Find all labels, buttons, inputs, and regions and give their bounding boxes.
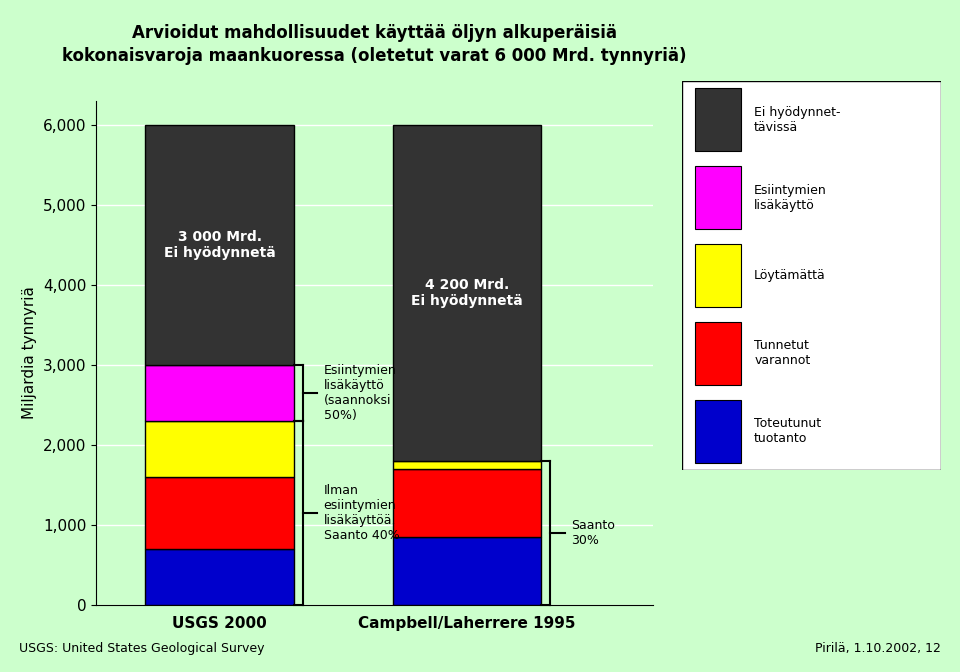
Bar	[146, 477, 294, 549]
Text: Saanto
30%: Saanto 30%	[571, 519, 615, 547]
Bar	[146, 125, 294, 365]
Text: Esiintymien
lisäkäyttö: Esiintymien lisäkäyttö	[755, 183, 827, 212]
Bar	[146, 549, 294, 605]
Text: Löytämättä: Löytämättä	[755, 269, 826, 282]
Text: Arvioidut mahdollisuudet käyttää öljyn alkuperäisiä: Arvioidut mahdollisuudet käyttää öljyn a…	[132, 24, 617, 42]
Bar	[393, 469, 541, 537]
Text: 3 000 Mrd.
Ei hyödynnetä: 3 000 Mrd. Ei hyödynnetä	[164, 230, 276, 260]
Bar	[393, 125, 541, 461]
Bar	[393, 537, 541, 605]
Bar	[146, 365, 294, 421]
Bar	[694, 401, 741, 462]
Bar	[694, 89, 741, 151]
Text: Pirilä, 1.10.2002, 12: Pirilä, 1.10.2002, 12	[815, 642, 941, 655]
Bar	[694, 245, 741, 306]
Text: Toteutunut
tuotanto: Toteutunut tuotanto	[755, 417, 822, 446]
Bar	[146, 421, 294, 477]
Text: Ilman
esiintymien
lisäkäyttöä.
Saanto 40%: Ilman esiintymien lisäkäyttöä. Saanto 40…	[324, 484, 399, 542]
Y-axis label: Miljardia tynnyriä: Miljardia tynnyriä	[22, 286, 37, 419]
Text: Ei hyödynnet-
tävissä: Ei hyödynnet- tävissä	[755, 106, 841, 134]
Text: Esiintymien
lisäkäyttö
(saannoksi
50%): Esiintymien lisäkäyttö (saannoksi 50%)	[324, 364, 396, 422]
Bar	[393, 461, 541, 469]
Text: 4 200 Mrd.
Ei hyödynnetä: 4 200 Mrd. Ei hyödynnetä	[411, 278, 523, 308]
Text: kokonaisvaroja maankuoressa (oletetut varat 6 000 Mrd. tynnyriä): kokonaisvaroja maankuoressa (oletetut va…	[62, 47, 686, 65]
Text: Tunnetut
varannot: Tunnetut varannot	[755, 339, 810, 368]
Bar	[694, 323, 741, 384]
Text: USGS: United States Geological Survey: USGS: United States Geological Survey	[19, 642, 265, 655]
Bar	[694, 167, 741, 228]
